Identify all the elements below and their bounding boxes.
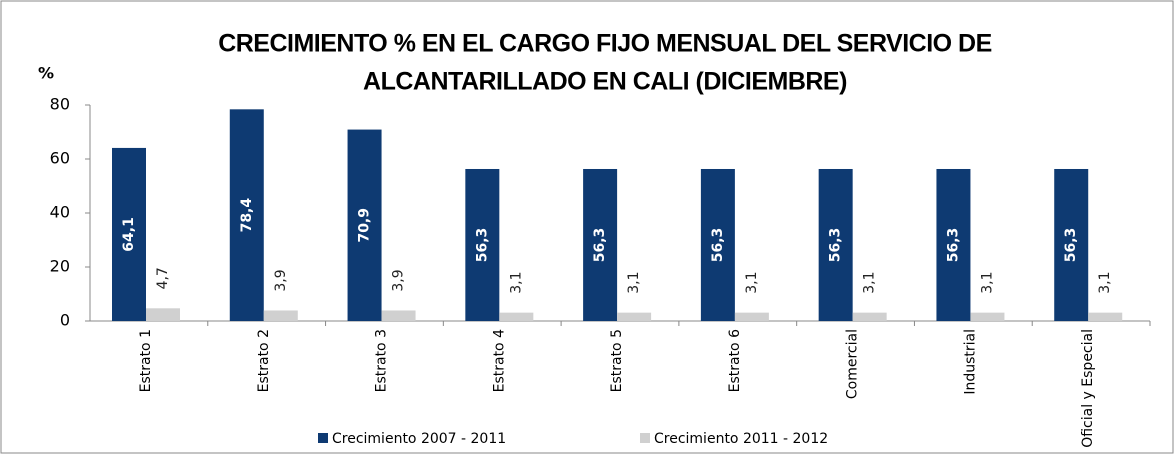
bar [1088, 312, 1123, 321]
bar [263, 310, 298, 321]
data-label: 56,3 [710, 228, 726, 263]
bar [734, 312, 769, 321]
x-tick-label: Estrato 1 [138, 329, 154, 392]
chart-title: CRECIMIENTO % EN EL CARGO FIJO MENSUAL D… [218, 30, 992, 58]
data-label: 3,1 [862, 271, 878, 293]
data-label: 4,7 [155, 267, 171, 289]
y-tick-label: 40 [50, 203, 70, 222]
data-label: 56,3 [828, 228, 844, 263]
bar [1054, 168, 1089, 321]
y-tick-label: 0 [60, 311, 70, 330]
data-label: 56,3 [474, 228, 490, 263]
bar [617, 312, 652, 321]
x-tick-label: Oficial y Especial [1080, 329, 1096, 448]
legend-swatch [640, 433, 650, 443]
x-tick-label: Estrato 5 [609, 329, 625, 392]
bar [112, 147, 146, 321]
bar [700, 168, 735, 321]
data-label: 3,1 [744, 271, 760, 293]
x-tick-label: Estrato 2 [256, 329, 272, 392]
data-label: 3,1 [508, 271, 524, 293]
x-tick-label: Industrial [962, 329, 978, 395]
bar [465, 168, 500, 321]
data-label: 3,1 [626, 271, 642, 293]
data-label: 56,3 [1063, 228, 1079, 263]
data-label: 3,1 [1097, 271, 1113, 293]
bar [229, 109, 264, 321]
y-tick-label: 60 [50, 149, 70, 168]
y-tick-label: 20 [50, 257, 70, 276]
data-label: 3,9 [391, 269, 407, 291]
x-tick-label: Estrato 6 [727, 329, 743, 392]
data-label: 64,1 [121, 217, 137, 252]
data-label: 3,1 [979, 271, 995, 293]
bar [818, 168, 853, 321]
y-axis-label: % [38, 64, 54, 83]
bar [852, 312, 887, 321]
bar [499, 312, 534, 321]
bar [146, 308, 180, 321]
data-label: 3,9 [273, 269, 289, 291]
data-label: 56,3 [945, 228, 961, 263]
bar [583, 168, 618, 321]
bar [936, 168, 971, 321]
data-label: 56,3 [592, 228, 608, 263]
data-label: 70,9 [357, 208, 373, 243]
x-tick-label: Estrato 3 [374, 329, 390, 392]
bar [347, 129, 382, 321]
x-tick-label: Estrato 4 [491, 329, 507, 392]
legend-label: Crecimiento 2011 - 2012 [654, 431, 828, 447]
legend-label: Crecimiento 2007 - 2011 [332, 431, 506, 447]
data-label: 78,4 [239, 198, 255, 233]
y-tick-label: 80 [50, 95, 70, 114]
bar [381, 310, 416, 321]
chart-title: ALCANTARILLADO EN CALI (DICIEMBRE) [363, 68, 847, 96]
legend-swatch [318, 433, 328, 443]
x-tick-label: Comercial [845, 329, 861, 399]
bar [970, 312, 1005, 321]
